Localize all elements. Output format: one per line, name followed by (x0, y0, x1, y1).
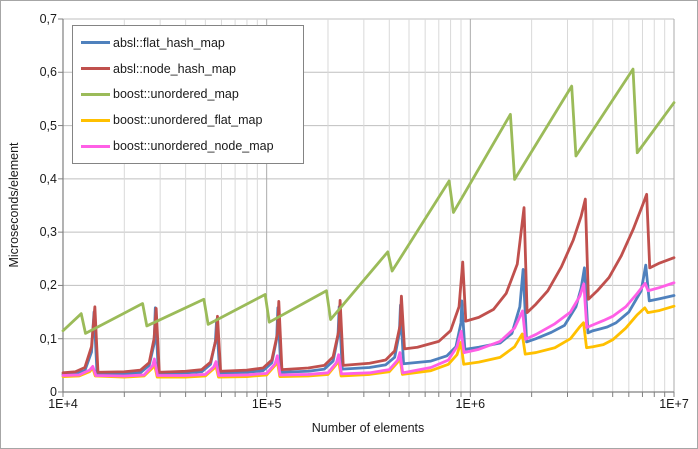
y-tick-label: 0,5 (39, 118, 57, 133)
y-tick-label: 0,4 (39, 171, 57, 186)
series-boost-unordered-map (61, 67, 676, 335)
series-boost-unordered-node-map (61, 281, 676, 378)
legend-label: boost::unordered_flat_map (113, 113, 263, 128)
legend-swatch (81, 67, 110, 71)
x-tick-label: 1E+6 (455, 397, 486, 411)
legend-label: absl::flat_hash_map (113, 35, 225, 50)
x-axis-title: Number of elements (311, 421, 425, 435)
y-tick-label: 0,3 (39, 225, 57, 240)
legend-swatch (81, 144, 110, 148)
y-tick-label: 0,2 (39, 278, 57, 293)
legend-label: boost::unordered_map (113, 87, 239, 102)
y-tick-label: 0 (50, 385, 57, 399)
y-tick-label: 0,7 (39, 12, 57, 26)
legend-label: absl::node_hash_map (113, 61, 237, 76)
series-boost-unordered-flat-map (61, 304, 676, 379)
series-absl-node-hash-map (61, 192, 676, 375)
legend-swatch (81, 92, 110, 96)
y-tick-label: 0,1 (39, 331, 57, 346)
legend-item: absl::flat_hash_map (73, 30, 303, 56)
x-tick-label: 1E+4 (48, 397, 78, 411)
legend-item: absl::node_hash_map (73, 56, 303, 82)
legend-item: boost::unordered_map (73, 82, 303, 108)
legend-item: boost::unordered_node_map (73, 133, 303, 159)
x-tick-label: 1E+5 (251, 397, 282, 411)
legend-label: boost::unordered_node_map (113, 139, 274, 154)
y-tick-label: 0,6 (39, 65, 57, 80)
legend-swatch (81, 41, 110, 45)
legend-swatch (81, 118, 110, 122)
y-axis-title: Microseconds/element (7, 142, 21, 268)
x-tick-label: 1E+7 (659, 397, 689, 411)
legend-item: boost::unordered_flat_map (73, 107, 303, 133)
